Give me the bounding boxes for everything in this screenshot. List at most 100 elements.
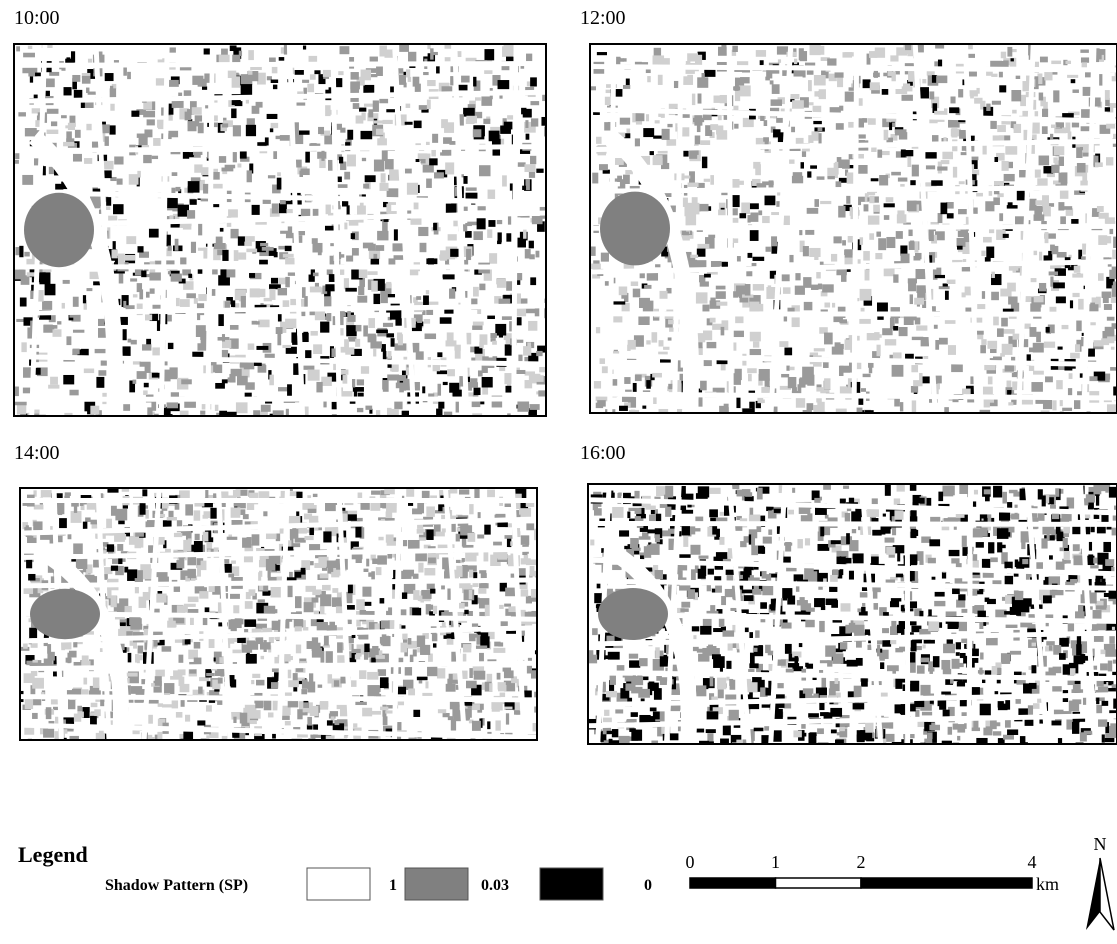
building: [642, 677, 648, 681]
building: [135, 532, 144, 537]
building: [783, 592, 787, 601]
building: [326, 735, 335, 747]
building: [181, 379, 192, 384]
building: [143, 101, 152, 109]
building: [789, 94, 799, 99]
building: [1062, 638, 1068, 647]
building: [619, 286, 627, 295]
building: [312, 589, 321, 595]
building: [408, 638, 412, 644]
building: [1028, 705, 1033, 716]
building: [908, 229, 912, 236]
building: [660, 291, 668, 299]
building: [194, 164, 202, 172]
building: [69, 390, 78, 396]
building: [395, 318, 401, 325]
building: [271, 123, 278, 128]
building: [861, 388, 866, 392]
building: [410, 269, 418, 276]
building: [359, 268, 368, 278]
building: [357, 653, 362, 656]
building: [316, 382, 322, 392]
building: [338, 71, 343, 75]
building: [451, 720, 456, 731]
building: [835, 72, 844, 77]
building: [313, 344, 322, 354]
building: [505, 386, 511, 393]
building: [732, 238, 738, 243]
building: [596, 137, 601, 144]
building: [213, 184, 223, 189]
building: [245, 601, 253, 609]
building: [197, 720, 205, 725]
building: [688, 183, 699, 187]
building: [760, 60, 764, 65]
building: [422, 386, 425, 393]
map-panel: [14, 44, 556, 428]
building: [273, 85, 277, 90]
building: [914, 298, 924, 305]
building: [1069, 373, 1073, 379]
building: [461, 76, 470, 83]
building: [980, 652, 983, 659]
building: [1035, 111, 1039, 116]
building: [1004, 174, 1015, 181]
building: [1070, 353, 1080, 359]
building: [1031, 278, 1037, 282]
building: [1071, 79, 1076, 83]
building: [613, 301, 625, 304]
building: [873, 334, 882, 338]
building: [791, 127, 795, 132]
building: [857, 165, 868, 174]
building: [87, 69, 93, 73]
building: [1033, 371, 1044, 375]
building: [131, 111, 139, 117]
building: [625, 170, 633, 174]
building: [497, 673, 501, 680]
building: [1008, 202, 1013, 207]
building: [277, 172, 281, 176]
building: [771, 212, 779, 215]
building: [890, 55, 898, 61]
building: [882, 628, 889, 633]
building: [718, 689, 724, 698]
building: [517, 400, 529, 412]
building: [956, 652, 960, 656]
building: [172, 172, 178, 176]
building: [443, 275, 451, 278]
building: [264, 699, 272, 710]
building: [525, 120, 528, 128]
building: [662, 129, 670, 140]
building: [945, 320, 956, 324]
building: [778, 59, 781, 63]
building: [1052, 246, 1059, 254]
building: [446, 204, 457, 214]
building: [916, 285, 925, 293]
building: [315, 311, 325, 320]
building: [913, 380, 922, 386]
building: [285, 319, 296, 328]
building: [426, 258, 437, 264]
building: [320, 573, 329, 578]
building: [456, 402, 459, 413]
building: [809, 248, 820, 257]
building: [878, 238, 886, 250]
building: [86, 124, 91, 130]
building: [718, 210, 725, 216]
building: [271, 80, 278, 83]
building: [82, 76, 91, 84]
building: [118, 521, 124, 525]
building: [51, 121, 57, 126]
building: [485, 605, 490, 616]
building: [993, 197, 1000, 205]
building: [74, 714, 81, 722]
building: [138, 646, 144, 654]
building: [530, 101, 539, 105]
building: [421, 590, 431, 599]
building: [188, 274, 192, 278]
building: [859, 319, 870, 324]
building: [929, 91, 934, 99]
building: [490, 127, 500, 131]
building: [771, 236, 777, 246]
building: [366, 559, 369, 567]
